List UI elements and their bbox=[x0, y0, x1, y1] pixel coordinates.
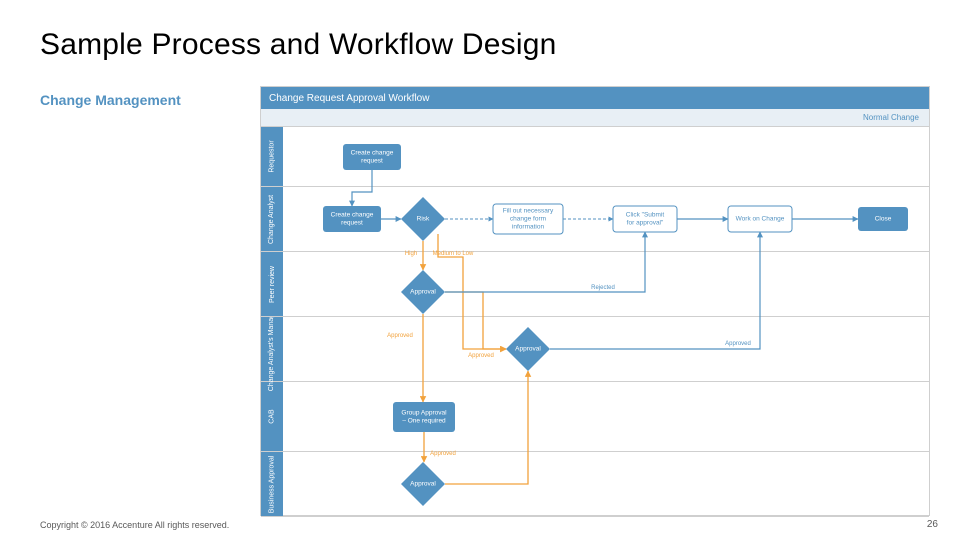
edge-label: Medium to Low bbox=[433, 251, 474, 257]
diagram-tag-bar: Normal Change bbox=[261, 109, 929, 127]
lane-label-manager: Change Analyst's Manager bbox=[261, 317, 283, 381]
slide-title: Sample Process and Workflow Design bbox=[40, 28, 556, 62]
node-close: Close bbox=[858, 207, 908, 231]
lane-label-requestor: Requestor bbox=[261, 127, 283, 186]
node-submit: Click "Submitfor approval" bbox=[613, 206, 677, 232]
svg-text:change form: change form bbox=[510, 216, 546, 223]
svg-text:Close: Close bbox=[875, 216, 892, 223]
svg-text:request: request bbox=[361, 158, 383, 165]
edge-label: High bbox=[405, 251, 417, 257]
node-ana_create: Create changerequest bbox=[323, 206, 381, 232]
edge-peer_app-mgr_app bbox=[445, 292, 506, 349]
lane-label-cab: CAB bbox=[261, 382, 283, 451]
edge-req_create-ana_create bbox=[352, 170, 372, 206]
svg-text:Approval: Approval bbox=[410, 481, 436, 488]
svg-text:information: information bbox=[512, 224, 545, 231]
edge-peer_app-submit bbox=[445, 232, 645, 292]
edge-label: Rejected bbox=[591, 285, 615, 291]
edge-label: Approved bbox=[387, 333, 413, 339]
node-work: Work on Change bbox=[728, 206, 792, 232]
workflow-diagram: Change Request Approval Workflow Normal … bbox=[260, 86, 930, 516]
svg-text:Approval: Approval bbox=[515, 346, 541, 353]
svg-text:request: request bbox=[341, 220, 363, 227]
footer-copyright: Copyright © 2016 Accenture All rights re… bbox=[40, 520, 229, 530]
node-peer_app: Approval bbox=[401, 270, 445, 314]
page-number: 26 bbox=[927, 519, 938, 530]
svg-text:Fill out necessary: Fill out necessary bbox=[503, 208, 554, 215]
edge-bus_app-mgr_app bbox=[445, 371, 528, 484]
svg-text:for approval": for approval" bbox=[627, 220, 664, 227]
svg-text:Create change: Create change bbox=[351, 150, 394, 157]
edge-label: Approved bbox=[468, 353, 494, 359]
node-cab_box: Group Approval– One required bbox=[393, 402, 455, 432]
slide-subtitle: Change Management bbox=[40, 92, 181, 108]
swimlanes: Business ApprovalCABChange Analyst's Man… bbox=[261, 127, 929, 515]
svg-text:Click "Submit: Click "Submit bbox=[626, 212, 665, 219]
lane-label-peer: Peer review bbox=[261, 252, 283, 316]
svg-text:Risk: Risk bbox=[417, 216, 430, 223]
svg-text:Work on Change: Work on Change bbox=[736, 216, 785, 223]
flow-svg: High Medium to Low Approved Approved Rejecte… bbox=[283, 127, 929, 515]
node-fillout: Fill out necessarychange forminformation bbox=[493, 204, 563, 234]
lane-label-business: Business Approval bbox=[261, 452, 283, 516]
slide: Sample Process and Workflow Design Chang… bbox=[0, 0, 960, 540]
diagram-tag: Normal Change bbox=[863, 113, 919, 122]
svg-text:– One required: – One required bbox=[402, 418, 446, 425]
edge-mgr_app-work bbox=[550, 232, 760, 349]
edge-label: Approved bbox=[725, 341, 751, 347]
node-bus_app: Approval bbox=[401, 462, 445, 506]
node-mgr_app: Approval bbox=[506, 327, 550, 371]
diagram-header: Change Request Approval Workflow bbox=[261, 87, 929, 109]
svg-text:Group Approval: Group Approval bbox=[401, 410, 447, 417]
svg-text:Approval: Approval bbox=[410, 289, 436, 296]
edge-label: Approved bbox=[430, 451, 456, 457]
svg-text:Create change: Create change bbox=[331, 212, 374, 219]
node-req_create: Create changerequest bbox=[343, 144, 401, 170]
diagram-title: Change Request Approval Workflow bbox=[269, 93, 429, 104]
lane-label-analyst: Change Analyst bbox=[261, 187, 283, 251]
